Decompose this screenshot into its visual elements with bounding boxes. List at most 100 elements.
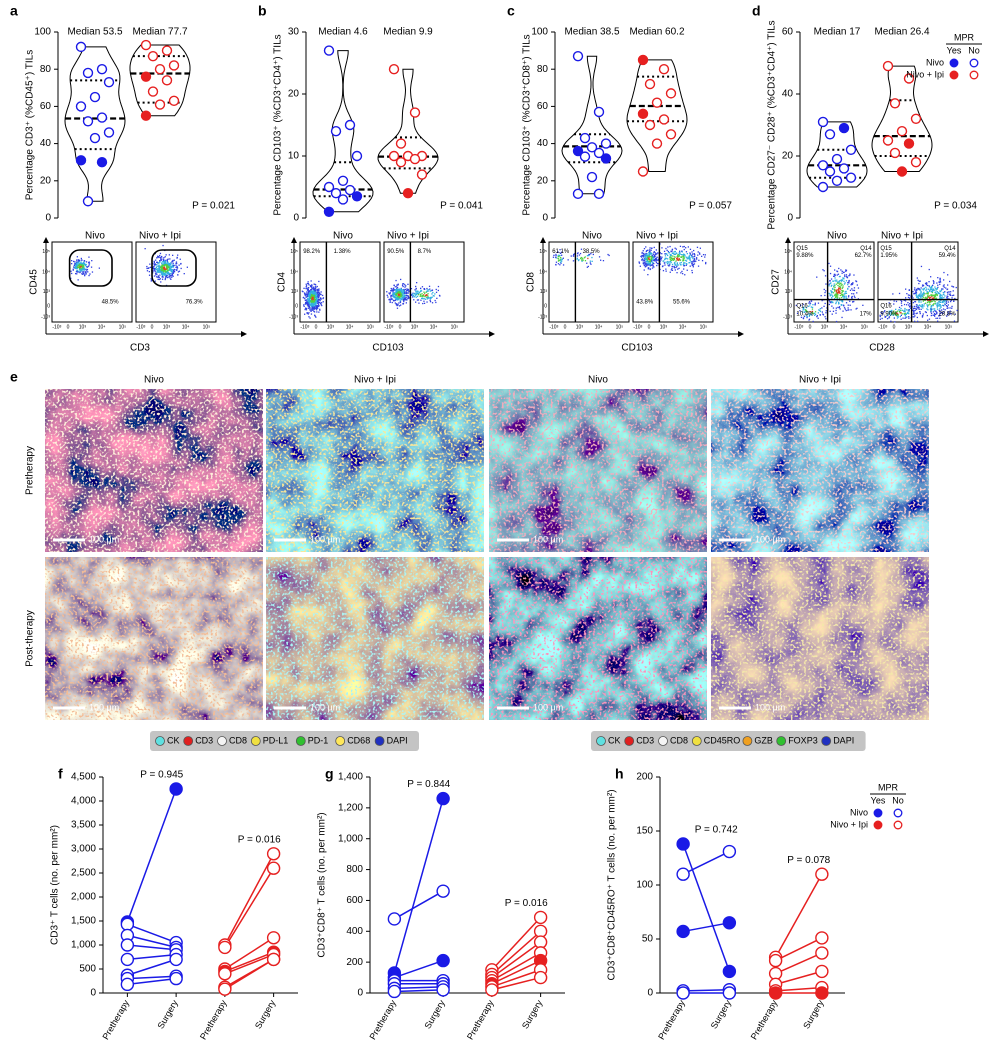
flow-event <box>424 298 425 299</box>
flow-event <box>840 308 841 309</box>
flow-x-tick-label: -10³ <box>878 324 887 330</box>
flow-event <box>699 252 700 253</box>
flow-event <box>321 291 322 292</box>
data-point <box>388 913 400 925</box>
data-point <box>268 953 280 965</box>
flow-event <box>921 266 922 267</box>
flow-event <box>818 318 819 319</box>
flow-event <box>177 255 178 256</box>
flow-event <box>914 287 915 288</box>
flow-event <box>849 275 850 276</box>
flow-event <box>825 290 826 291</box>
flow-event <box>693 256 694 257</box>
data-point <box>639 55 648 64</box>
flow-event <box>686 257 687 258</box>
flow-event <box>675 248 676 249</box>
flow-event <box>310 289 311 290</box>
flow-event <box>899 293 900 294</box>
flow-event <box>687 253 688 254</box>
flow-event <box>919 311 920 312</box>
flow-event <box>940 297 941 298</box>
data-point <box>891 148 900 157</box>
flow-event <box>161 274 162 275</box>
flow-event <box>173 265 174 266</box>
flow-event <box>851 284 852 285</box>
stain-label: CD3 <box>195 735 213 745</box>
data-point <box>170 973 182 985</box>
flow-event <box>844 296 845 297</box>
flow-event <box>842 285 843 286</box>
flow-event <box>163 264 164 265</box>
legend-title: MPR <box>878 782 899 792</box>
flow-x-label: CD28 <box>869 343 895 354</box>
flow-event <box>846 270 847 271</box>
flow-y-tick-label: 10³ <box>291 289 299 295</box>
flow-event <box>670 256 671 257</box>
legend-marker <box>950 59 958 67</box>
flow-event <box>843 305 844 306</box>
flow-event <box>925 303 926 304</box>
flow-x-tick-label: 10⁴ <box>840 324 848 330</box>
flow-event <box>317 289 318 290</box>
flow-event <box>402 294 403 295</box>
data-point <box>912 114 921 123</box>
flow-event <box>935 288 936 289</box>
flow-event <box>905 300 906 301</box>
flow-event <box>312 291 313 292</box>
flow-event <box>847 310 848 311</box>
y-tick-label: 80 <box>537 64 549 75</box>
flow-event <box>844 293 845 294</box>
flow-event <box>175 267 176 268</box>
data-point <box>332 127 341 136</box>
flow-event <box>660 260 661 261</box>
flow-event <box>656 253 657 254</box>
flow-event <box>314 289 315 290</box>
flow-event <box>948 291 949 292</box>
flow-x-tick-label: 10⁴ <box>595 324 603 330</box>
flow-event <box>645 256 646 257</box>
flow-event <box>150 267 151 268</box>
flow-event <box>390 296 391 297</box>
flow-event <box>942 296 943 297</box>
flow-event <box>308 316 309 317</box>
flow-event <box>79 266 80 267</box>
flow-event <box>412 296 413 297</box>
flow-event <box>573 256 574 257</box>
flow-event <box>928 293 929 294</box>
data-point <box>142 111 151 120</box>
flow-event <box>694 256 695 257</box>
flow-event <box>436 289 437 290</box>
flow-y-tick-label: 10⁴ <box>42 270 50 276</box>
flow-event <box>99 268 100 269</box>
flow-event <box>86 266 87 267</box>
flow-x-tick-label: 10⁴ <box>924 324 932 330</box>
data-point <box>437 955 449 967</box>
flow-event <box>388 299 389 300</box>
flow-event <box>176 261 177 262</box>
p-value: P = 0.021 <box>192 201 235 212</box>
flow-x-tick-label: 10³ <box>821 324 829 330</box>
flow-event <box>402 285 403 286</box>
flow-event <box>677 254 678 255</box>
flow-event <box>681 254 682 255</box>
legend-marker <box>950 71 958 79</box>
flow-event <box>156 257 157 258</box>
y-axis-label: Percentage CD27⁻ CD28⁺ (%CD3⁺CD4⁺) TILs <box>767 20 778 229</box>
flow-event <box>839 307 840 308</box>
flow-event <box>648 263 649 264</box>
y-tick-label: 0 <box>787 213 793 224</box>
flow-event <box>687 257 688 258</box>
flow-event <box>691 263 692 264</box>
flow-event <box>930 310 931 311</box>
flow-event <box>76 273 77 274</box>
flow-event <box>677 263 678 264</box>
flow-event <box>655 252 656 253</box>
flow-event <box>420 294 421 295</box>
flow-event <box>667 246 668 247</box>
flow-event <box>573 254 574 255</box>
gate-label: 61.1% <box>552 249 570 255</box>
flow-event <box>308 312 309 313</box>
flow-event <box>430 298 431 299</box>
flow-event <box>85 272 86 273</box>
flow-event <box>81 258 82 259</box>
